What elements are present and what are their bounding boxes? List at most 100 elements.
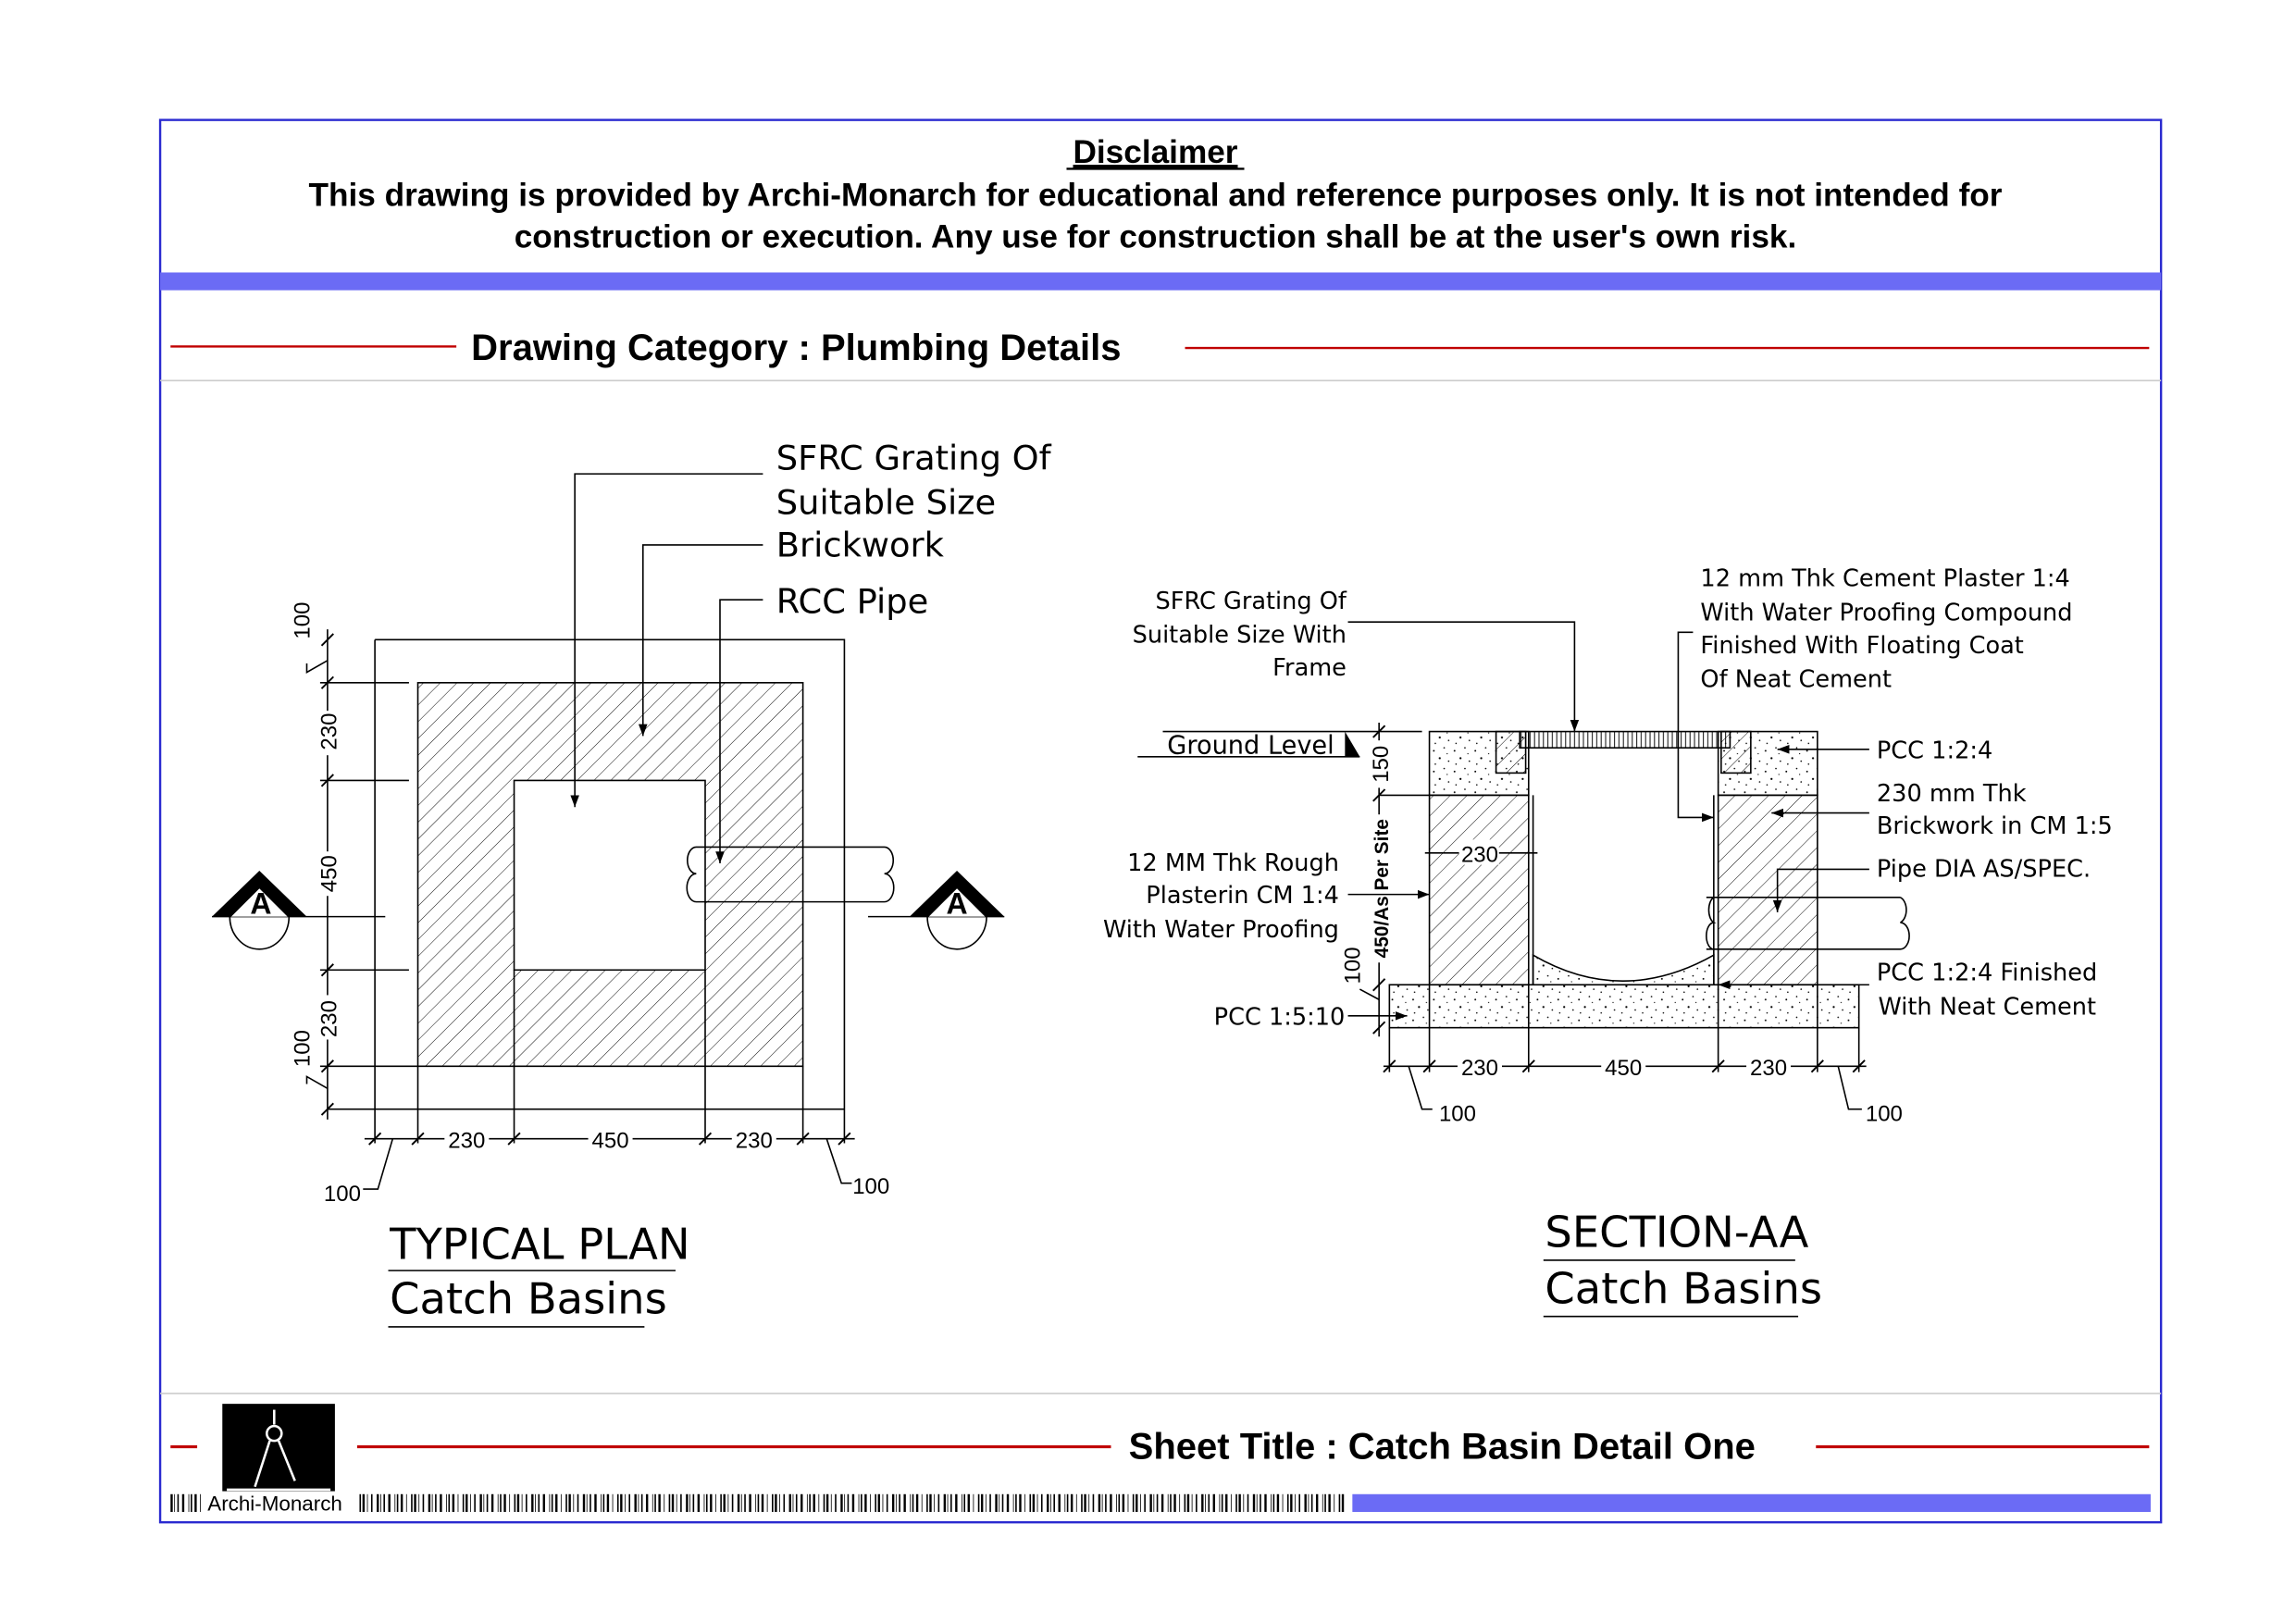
- barcode-bar: [775, 1493, 777, 1512]
- barcode-bar: [1315, 1493, 1319, 1512]
- dim-plan-h-1: 230: [448, 1128, 485, 1153]
- disclaimer-title: Disclaimer: [1074, 134, 1238, 170]
- barcode-bar: [680, 1493, 682, 1512]
- barcode-bar: [383, 1493, 385, 1512]
- barcode-bar: [1075, 1493, 1077, 1512]
- barcode-bar: [181, 1493, 185, 1512]
- barcode-bar: [526, 1493, 527, 1512]
- barcode-bar: [1304, 1493, 1307, 1512]
- barcode-bar: [1098, 1493, 1101, 1512]
- archi-monarch-logo: [222, 1404, 335, 1493]
- barcode-bar: [457, 1493, 459, 1512]
- barcode-bar: [847, 1493, 850, 1512]
- barcode-bar: [194, 1493, 197, 1512]
- barcode-bar: [440, 1493, 442, 1512]
- barcode-bar: [1122, 1493, 1125, 1512]
- drawing-category: Drawing Category : Plumbing Details: [471, 328, 1121, 368]
- barcode-bar: [676, 1493, 677, 1512]
- barcode-bar: [1116, 1493, 1117, 1512]
- barcode-bar: [1040, 1493, 1043, 1512]
- barcode-bar: [1310, 1493, 1313, 1512]
- barcode-bar: [877, 1493, 880, 1512]
- barcode-bar: [977, 1493, 980, 1512]
- barcode-bar: [500, 1493, 502, 1512]
- barcode-bar: [565, 1493, 567, 1512]
- barcode-bar: [509, 1493, 511, 1512]
- barcode-bar: [1144, 1493, 1146, 1512]
- barcode-bar: [1064, 1493, 1066, 1512]
- barcode-bar: [465, 1493, 468, 1512]
- barcode-bar: [934, 1493, 936, 1512]
- barcode-bar: [703, 1493, 705, 1512]
- barcode-bar: [174, 1493, 176, 1512]
- barcode-bar: [1322, 1493, 1323, 1512]
- barcode-bar: [899, 1493, 900, 1512]
- barcode-bar: [806, 1493, 808, 1512]
- barcode-bar: [414, 1493, 416, 1512]
- barcode-bar: [671, 1493, 675, 1512]
- base-label: PCC 1:5:10: [1214, 1003, 1346, 1031]
- barcode-bar: [1308, 1493, 1309, 1512]
- barcode-bar: [950, 1493, 952, 1512]
- barcode-bar: [638, 1493, 639, 1512]
- barcode-bar: [1140, 1493, 1141, 1512]
- rough-plaster-label-1: 12 MM Thk Rough: [1127, 849, 1339, 877]
- barcode-bar: [658, 1493, 661, 1512]
- barcode-bar: [737, 1493, 740, 1512]
- plaster-label-1: 12 mm Thk Cement Plaster 1:4: [1700, 565, 2069, 593]
- barcode-bar: [772, 1493, 774, 1512]
- barcode-bar: [1212, 1493, 1215, 1512]
- barcode-bar: [538, 1493, 540, 1512]
- sfrc-grating: [1519, 730, 1731, 749]
- barcode-bar: [985, 1493, 987, 1512]
- barcode-bar: [1196, 1493, 1198, 1512]
- barcode-bar: [516, 1493, 520, 1512]
- barcode-bar: [549, 1493, 551, 1512]
- plan-label-grating-2: Suitable Size: [776, 482, 996, 522]
- barcode-bar: [1081, 1493, 1083, 1512]
- barcode-bar: [937, 1493, 940, 1512]
- barcode-bar: [1201, 1493, 1204, 1512]
- pcc-base: [1388, 984, 1860, 1029]
- barcode-bar: [727, 1493, 729, 1512]
- barcode-bar: [1286, 1493, 1289, 1512]
- barcode-bar: [823, 1493, 825, 1512]
- sheet-border: [158, 118, 2163, 1524]
- barcode-bar: [882, 1493, 884, 1512]
- barcode-bar: [1160, 1493, 1164, 1512]
- barcode-bar: [542, 1493, 545, 1512]
- barcode-bar: [602, 1493, 605, 1512]
- barcode-bar: [1092, 1493, 1095, 1512]
- barcode-bar: [1006, 1493, 1010, 1512]
- barcode-bar: [1264, 1493, 1267, 1512]
- barcode-bar: [394, 1493, 396, 1512]
- barcode-bar: [366, 1493, 368, 1512]
- barcode-bar: [943, 1493, 947, 1512]
- barcode-bar: [779, 1493, 780, 1512]
- barcode-bar: [503, 1493, 506, 1512]
- barcode-bar: [1191, 1493, 1193, 1512]
- barcode-bar: [973, 1493, 974, 1512]
- barcode-bar: [744, 1493, 746, 1512]
- barcode-bar: [474, 1493, 476, 1512]
- barcode-bar: [652, 1493, 653, 1512]
- typical-plan: 230 450 230 100 100 230 450 230 100 100 …: [212, 438, 1052, 1328]
- barcode-bar: [995, 1493, 998, 1512]
- pcc-top-label: PCC 1:2:4: [1877, 737, 1992, 764]
- barcode-bar: [1127, 1493, 1129, 1512]
- barcode-bar: [577, 1493, 579, 1512]
- barcode-bar: [462, 1493, 465, 1512]
- barcode-bar: [446, 1493, 447, 1512]
- barcode-bar: [1167, 1493, 1169, 1512]
- barcode-bar: [1225, 1493, 1228, 1512]
- barcode-bar: [967, 1493, 970, 1512]
- barcode-bar: [1243, 1493, 1245, 1512]
- barcode-bar: [1132, 1493, 1135, 1512]
- barcode-bar: [686, 1493, 689, 1512]
- section-pipe: [1706, 897, 1910, 950]
- section-title: SECTION-AA: [1545, 1208, 1808, 1258]
- barcode-bar: [431, 1493, 433, 1512]
- disclaimer-line-1: This drawing is provided by Archi-Monarc…: [309, 177, 2003, 213]
- barcode-bar: [1012, 1493, 1014, 1512]
- barcode-bar: [606, 1493, 610, 1512]
